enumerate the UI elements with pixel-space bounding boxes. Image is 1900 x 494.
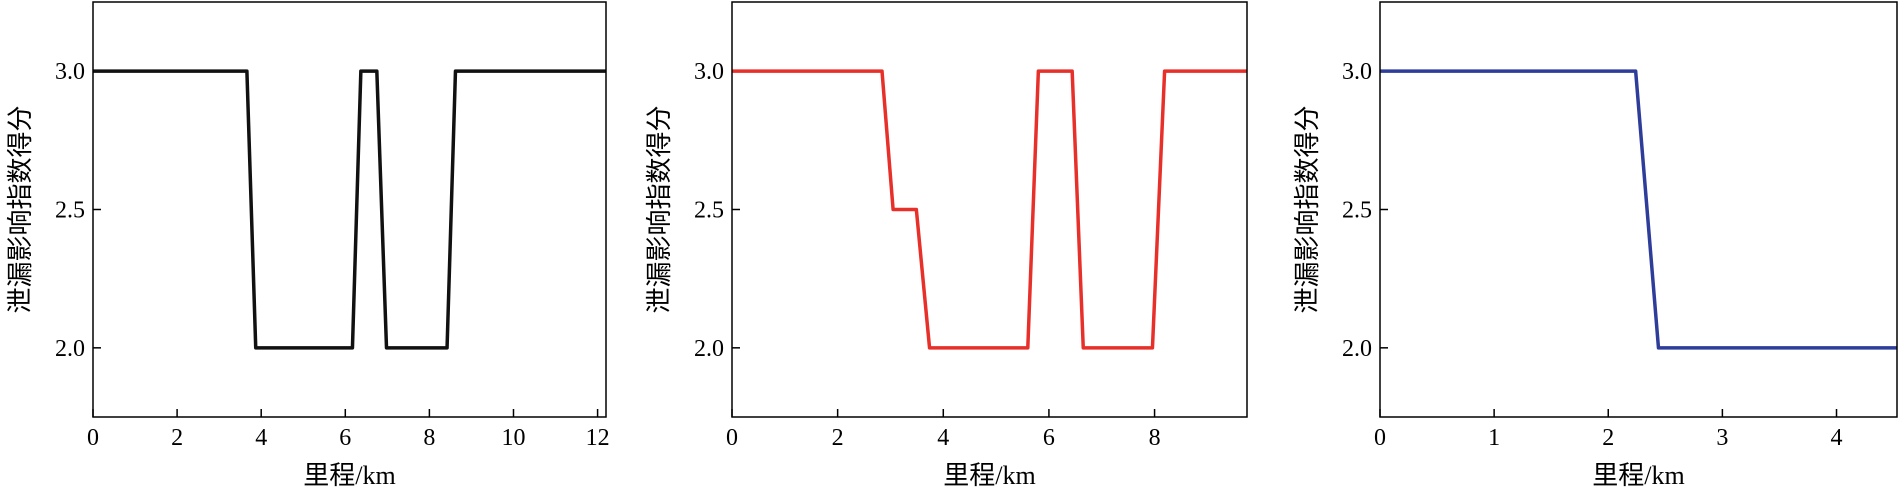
y-tick-label: 2.0 xyxy=(694,336,724,362)
x-tick-label: 0 xyxy=(726,425,738,451)
y-tick-label: 2.5 xyxy=(1342,198,1372,224)
x-tick-label: 1 xyxy=(1488,425,1500,451)
y-tick-label: 3.0 xyxy=(1342,59,1372,85)
x-axis-title: 里程/km xyxy=(943,461,1035,489)
y-tick-label: 2.5 xyxy=(694,198,724,224)
x-tick-label: 8 xyxy=(1149,425,1161,451)
plot-frame xyxy=(92,1,607,418)
y-tick-label: 3.0 xyxy=(694,59,724,85)
plot-frame xyxy=(731,1,1248,418)
y-axis-title: 泄漏影响指数得分 xyxy=(1293,105,1322,313)
x-tick-label: 0 xyxy=(1374,425,1386,451)
y-axis-title: 泄漏影响指数得分 xyxy=(6,105,35,313)
y-axis-title: 泄漏影响指数得分 xyxy=(645,105,674,313)
y-tick-label: 2.5 xyxy=(55,198,85,224)
x-axis-title: 里程/km xyxy=(303,461,395,489)
data-line xyxy=(1380,69,1897,350)
x-tick-label: 6 xyxy=(1043,425,1055,451)
x-tick-label: 2 xyxy=(1602,425,1614,451)
x-tick-label: 3 xyxy=(1716,425,1728,451)
data-line xyxy=(93,69,606,350)
x-tick-label: 4 xyxy=(937,425,949,451)
y-tick-label: 3.0 xyxy=(55,59,85,85)
x-axis-title: 里程/km xyxy=(1592,461,1684,489)
y-tick-label: 2.0 xyxy=(55,336,85,362)
x-tick-label: 0 xyxy=(87,425,99,451)
x-tick-label: 6 xyxy=(339,425,351,451)
x-tick-label: 10 xyxy=(501,425,525,451)
x-tick-label: 2 xyxy=(832,425,844,451)
x-tick-label: 4 xyxy=(255,425,267,451)
x-tick-label: 8 xyxy=(423,425,435,451)
x-tick-label: 12 xyxy=(586,425,610,451)
plot-frame xyxy=(1379,1,1898,418)
y-tick-label: 2.0 xyxy=(1342,336,1372,362)
x-tick-label: 4 xyxy=(1831,425,1843,451)
x-tick-label: 2 xyxy=(171,425,183,451)
data-line xyxy=(732,69,1247,350)
